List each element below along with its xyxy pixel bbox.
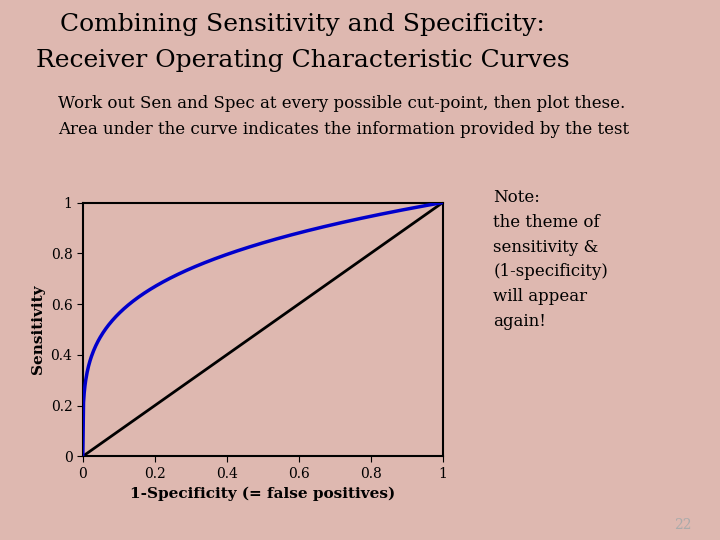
Y-axis label: Sensitivity: Sensitivity (31, 285, 45, 374)
Text: Receiver Operating Characteristic Curves: Receiver Operating Characteristic Curves (35, 49, 570, 72)
Text: Work out Sen and Spec at every possible cut-point, then plot these.: Work out Sen and Spec at every possible … (58, 94, 625, 111)
Text: Note:
the theme of
sensitivity &
(1-specificity)
will appear
again!: Note: the theme of sensitivity & (1-spec… (493, 189, 608, 330)
Text: Combining Sensitivity and Specificity:: Combining Sensitivity and Specificity: (60, 14, 545, 37)
X-axis label: 1-Specificity (= false positives): 1-Specificity (= false positives) (130, 487, 395, 501)
Text: Area under the curve indicates the information provided by the test: Area under the curve indicates the infor… (58, 122, 629, 138)
Text: 22: 22 (674, 518, 691, 532)
